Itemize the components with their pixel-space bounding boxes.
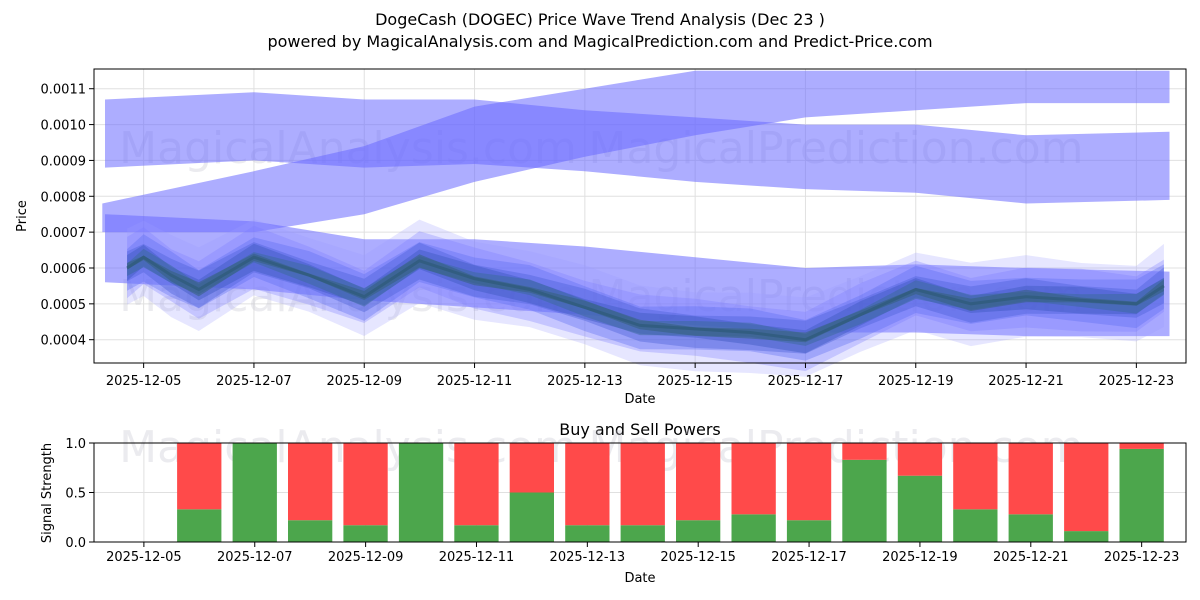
price-y-tick-label: 0.0005	[41, 298, 87, 313]
sell-bar	[454, 443, 499, 526]
band-rising	[102, 70, 1170, 233]
chart-title: DogeCash (DOGEC) Price Wave Trend Analys…	[375, 10, 825, 29]
price-x-tick-label: 2025-12-11	[437, 374, 513, 389]
price-y-tick-label: 0.0007	[41, 226, 87, 241]
buy-bar	[509, 492, 554, 542]
buy-bar	[1119, 448, 1164, 542]
buy-bar	[842, 459, 887, 542]
sell-bar	[786, 443, 832, 521]
price-x-tick-label: 2025-12-23	[1099, 374, 1175, 389]
watermark-prediction-3: MagicalPrediction.com	[589, 422, 1084, 473]
price-waves	[126, 219, 1165, 377]
chart-subtitle: powered by MagicalAnalysis.com and Magic…	[267, 32, 932, 51]
price-x-tick-label: 2025-12-17	[768, 374, 844, 389]
signal-x-tick-label: 2025-12-19	[882, 550, 958, 565]
wave-mid-line	[126, 255, 1165, 342]
price-y-tick-label: 0.0008	[41, 190, 87, 205]
buy-bar	[398, 443, 444, 542]
signal-x-tick-label: 2025-12-11	[439, 550, 515, 565]
sell-bar	[509, 443, 554, 493]
sell-bar	[731, 443, 776, 515]
price-x-tick-label: 2025-12-09	[326, 374, 402, 389]
buy-bar	[232, 443, 277, 542]
price-axes-frame	[93, 68, 1187, 364]
wave-ribbon	[127, 225, 1164, 372]
price-x-tick-label: 2025-12-05	[106, 374, 182, 389]
buy-bar	[177, 509, 222, 542]
signal-x-ticks: 2025-12-05 2025-12-07 2025-12-09 2025-12-11…	[106, 542, 1179, 565]
price-x-tick-label: 2025-12-13	[547, 374, 623, 389]
sell-bar	[897, 443, 943, 476]
signal-y-tick-label: 1.0	[65, 437, 86, 452]
price-x-ticks: 2025-12-05 2025-12-07 2025-12-09 2025-12-11…	[106, 363, 1174, 389]
sell-bar	[565, 443, 610, 526]
buy-bar	[565, 525, 610, 542]
signal-y-tick-label: 0.0	[65, 536, 86, 551]
price-y-tick-label: 0.0010	[41, 119, 87, 134]
wave-ribbon	[127, 219, 1164, 377]
buy-bar	[620, 525, 665, 542]
price-y-tick-label: 0.0011	[41, 83, 87, 98]
signal-panel: Buy and Sell Powers MagicalAnalysis.com …	[40, 420, 1187, 586]
price-bands	[102, 70, 1170, 337]
buy-bar	[786, 520, 832, 542]
buy-bar	[731, 514, 776, 542]
price-x-tick-label: 2025-12-21	[988, 374, 1064, 389]
price-y-tick-label: 0.0009	[41, 154, 87, 169]
price-panel: MagicalAnalysis.com MagicalPrediction.co…	[15, 68, 1187, 407]
signal-x-tick-label: 2025-12-13	[550, 550, 626, 565]
wave-ribbon	[127, 234, 1164, 361]
signal-x-tick-label: 2025-12-15	[660, 550, 736, 565]
sell-bar	[1064, 443, 1109, 532]
signal-x-tick-label: 2025-12-07	[217, 550, 293, 565]
buy-bar	[454, 525, 499, 542]
sell-bar	[1008, 443, 1053, 515]
price-y-tick-label: 0.0006	[41, 262, 87, 277]
band-lower-falling	[105, 214, 1170, 337]
band-upper-flat	[105, 92, 1170, 204]
sell-bar	[676, 443, 721, 521]
signal-y-ticks: 0.0 0.5 1.0	[65, 437, 94, 551]
price-x-tick-label: 2025-12-15	[657, 374, 733, 389]
price-y-ticks: 0.0004 0.0005 0.0006 0.0007 0.0008 0.0009 0.00…	[41, 83, 94, 349]
price-y-tick-label: 0.0004	[41, 334, 87, 349]
signal-x-tick-label: 2025-12-09	[328, 550, 404, 565]
signal-title: Buy and Sell Powers	[559, 420, 721, 439]
signal-bars	[177, 443, 1164, 542]
signal-y-label: Signal Strength	[40, 443, 55, 543]
sell-bar	[177, 443, 222, 510]
signal-x-tick-label: 2025-12-21	[993, 550, 1069, 565]
buy-bar	[953, 509, 998, 542]
signal-x-tick-label: 2025-12-23	[1104, 550, 1180, 565]
sell-bar	[953, 443, 998, 510]
sell-bar	[1119, 443, 1164, 449]
signal-x-tick-label: 2025-12-17	[771, 550, 847, 565]
price-x-tick-label: 2025-12-19	[878, 374, 954, 389]
buy-bar	[1008, 514, 1053, 542]
buy-bar	[1064, 531, 1109, 542]
buy-bar	[897, 475, 943, 542]
price-x-label: Date	[624, 392, 655, 407]
price-y-label: Price	[15, 200, 30, 232]
wave-ribbon	[127, 242, 1164, 354]
buy-bar	[288, 520, 333, 542]
sell-bar	[343, 443, 388, 526]
signal-x-tick-label: 2025-12-05	[106, 550, 182, 565]
price-x-tick-label: 2025-12-07	[216, 374, 292, 389]
signal-x-label: Date	[624, 571, 655, 586]
signal-y-tick-label: 0.5	[65, 487, 86, 502]
sell-bar	[288, 443, 333, 521]
buy-bar	[343, 525, 388, 542]
buy-bar	[676, 520, 721, 542]
sell-bar	[842, 443, 887, 460]
sell-bar	[620, 443, 665, 526]
